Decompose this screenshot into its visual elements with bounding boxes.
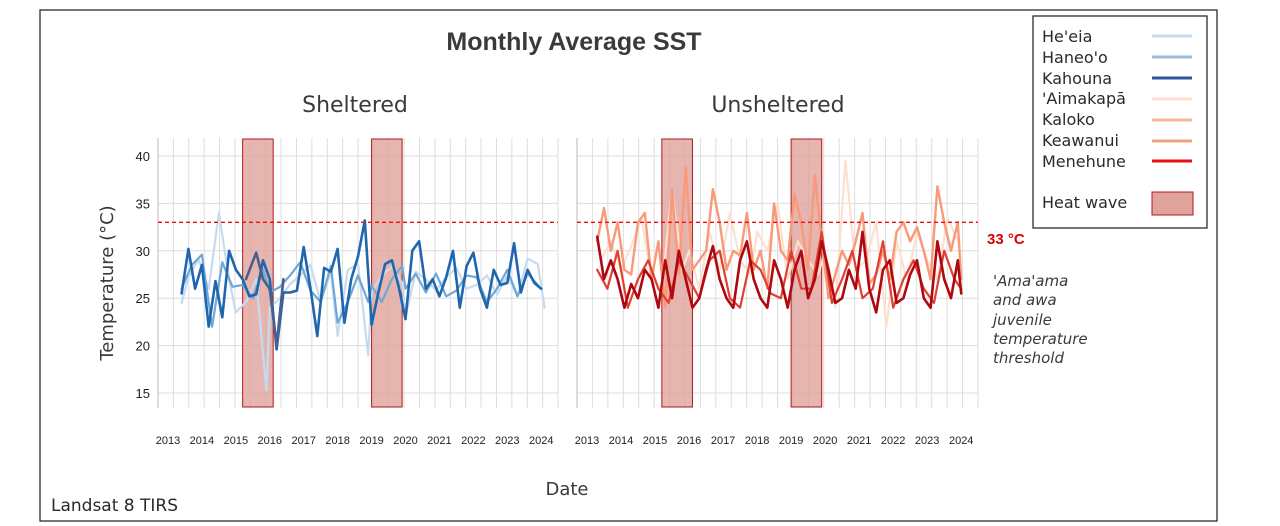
x-tick-label: 2015: [643, 435, 667, 447]
x-tick-label: 2020: [813, 435, 837, 447]
x-tick-label: 2016: [677, 435, 701, 447]
figure-frame: [39, 9, 1218, 522]
x-tick-label: 2024: [529, 435, 553, 447]
threshold-label: 33 °C: [987, 231, 1025, 248]
threshold-note-line: and awa: [993, 291, 1057, 309]
x-tick-label: 2022: [881, 435, 905, 447]
threshold-note-line: temperature: [993, 330, 1088, 348]
panel-title-unsheltered: Unsheltered: [711, 93, 844, 118]
threshold-note-line: 'Ama'ama: [993, 272, 1068, 290]
y-tick-label: 35: [136, 196, 150, 211]
x-tick-label: 2014: [609, 435, 633, 447]
y-tick-label: 30: [136, 244, 150, 259]
legend-label-kaloko: Kaloko: [1042, 110, 1095, 129]
x-tick-label: 2014: [190, 435, 214, 447]
legend-label-heeia: He'eia: [1042, 27, 1092, 46]
panel-title-sheltered: Sheltered: [302, 93, 408, 118]
legend-label-heatwave: Heat wave: [1042, 193, 1127, 212]
y-tick-label: 20: [136, 339, 150, 354]
x-tick-label: 2013: [156, 435, 180, 447]
x-tick-label: 2015: [224, 435, 248, 447]
legend-label-menehune: Menehune: [1042, 152, 1126, 171]
legend-label-keawanui: Keawanui: [1042, 131, 1119, 150]
x-tick-label: 2023: [915, 435, 939, 447]
x-tick-label: 2013: [575, 435, 599, 447]
x-axis-label: Date: [545, 479, 588, 500]
x-tick-label: 2019: [359, 435, 383, 447]
legend-label-haneoo: Haneo'o: [1042, 48, 1108, 67]
x-tick-label: 2016: [258, 435, 282, 447]
panel-unsheltered: 2013 2014 2015 2016 2017 2018 2019 2020 2021 2022…: [575, 138, 979, 447]
chart-title: Monthly Average SST: [446, 28, 701, 56]
series-line: [244, 251, 285, 347]
legend: He'eia Haneo'o Kahouna 'Aimakapā Kaloko …: [1032, 15, 1208, 229]
legend-label-aimakapa: 'Aimakapā: [1042, 89, 1126, 108]
threshold-note: 'Ama'ama and awa juvenile temperature th…: [991, 272, 1088, 367]
series-line: [595, 230, 963, 314]
y-tick-label: 40: [136, 149, 150, 164]
x-tick-label: 2024: [949, 435, 973, 447]
panel-sheltered: 15 20 25 30 35 40 2013 2014 2015 2016 2017 2018 2019…: [136, 138, 559, 447]
y-tick-label: 25: [136, 291, 150, 306]
x-tick-label: 2017: [711, 435, 735, 447]
x-tick-label: 2022: [461, 435, 485, 447]
y-axis-label: Temperature (°C): [97, 205, 118, 361]
y-tick-label: 15: [136, 386, 150, 401]
x-tick-label: 2018: [325, 435, 349, 447]
series-line: [596, 166, 963, 309]
series-line: [180, 219, 543, 351]
series-line: [180, 211, 546, 392]
threshold-note-line: juvenile: [991, 311, 1052, 329]
source-label: Landsat 8 TIRS: [51, 496, 178, 516]
x-tick-label: 2020: [393, 435, 417, 447]
legend-swatch-heatwave: [1151, 191, 1194, 216]
x-tick-label: 2018: [745, 435, 769, 447]
series-line: [596, 230, 963, 309]
grid: [576, 138, 979, 408]
series-line: [180, 253, 539, 328]
x-tick-label: 2021: [427, 435, 451, 447]
x-tick-label: 2023: [495, 435, 519, 447]
legend-label-kahouna: Kahouna: [1042, 69, 1112, 88]
x-tick-label: 2019: [779, 435, 803, 447]
x-tick-label: 2017: [291, 435, 315, 447]
threshold-note-line: threshold: [993, 349, 1064, 367]
x-tick-label: 2021: [847, 435, 871, 447]
